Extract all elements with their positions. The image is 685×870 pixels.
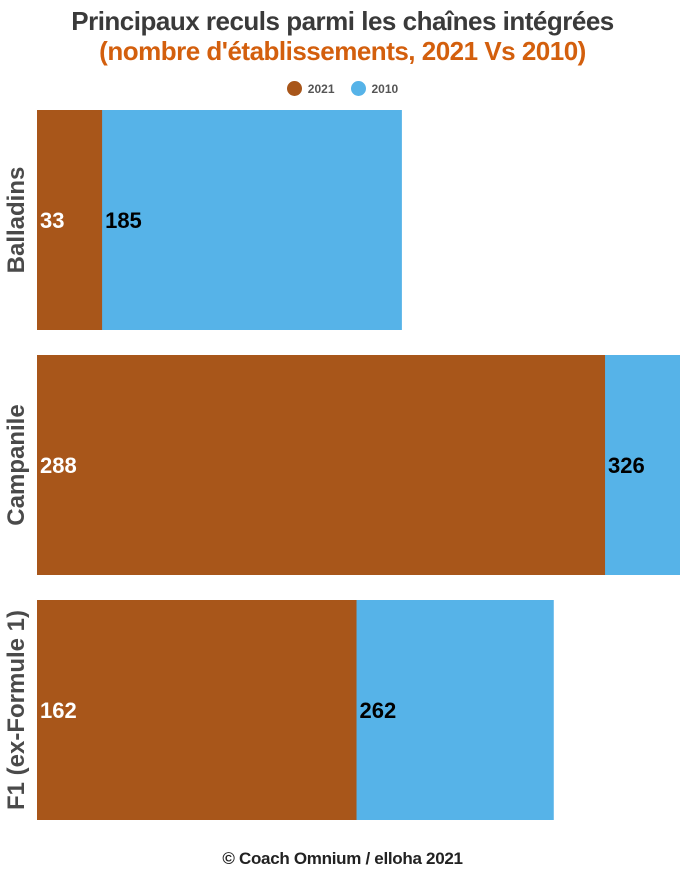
chart-subtitle: (nombre d'établissements, 2021 Vs 2010) bbox=[99, 36, 586, 66]
legend-swatch-2010 bbox=[350, 81, 366, 96]
bar-2021-campanile bbox=[37, 355, 606, 575]
legend-label-2021: 2021 bbox=[307, 81, 335, 96]
legend-item-2021[interactable]: 2021 bbox=[286, 81, 335, 96]
legend-item-2010[interactable]: 2010 bbox=[350, 81, 399, 96]
category-label-campanile: Campanile bbox=[3, 404, 30, 525]
data-label-2021-balladins: 33 bbox=[40, 208, 64, 233]
footer-credit: © Coach Omnium / elloha 2021 bbox=[222, 849, 463, 868]
data-label-2010-campanile: 326 bbox=[608, 453, 645, 478]
bar-2021-f1-ex-formule-1 bbox=[37, 600, 357, 820]
legend-swatch-2021 bbox=[286, 81, 302, 96]
data-label-2010-balladins: 185 bbox=[105, 208, 142, 233]
data-label-2021-campanile: 288 bbox=[40, 453, 77, 478]
legend: 2021 2010 bbox=[0, 81, 685, 96]
bar-2021-balladins bbox=[37, 110, 103, 330]
chart-title: Principaux reculs parmi les chaînes inté… bbox=[71, 6, 614, 36]
legend-label-2010: 2010 bbox=[371, 81, 399, 96]
category-label-balladins: Balladins bbox=[3, 167, 30, 274]
bar-chart: 33 185 Balladins 288 326 Campanile 162 262 F1 (e… bbox=[3, 110, 680, 820]
data-label-2010-f1-ex-formule-1: 262 bbox=[360, 698, 397, 723]
category-label-f1-ex-formule-1: F1 (ex-Formule 1) bbox=[3, 610, 30, 810]
data-label-2021-f1-ex-formule-1: 162 bbox=[40, 698, 77, 723]
